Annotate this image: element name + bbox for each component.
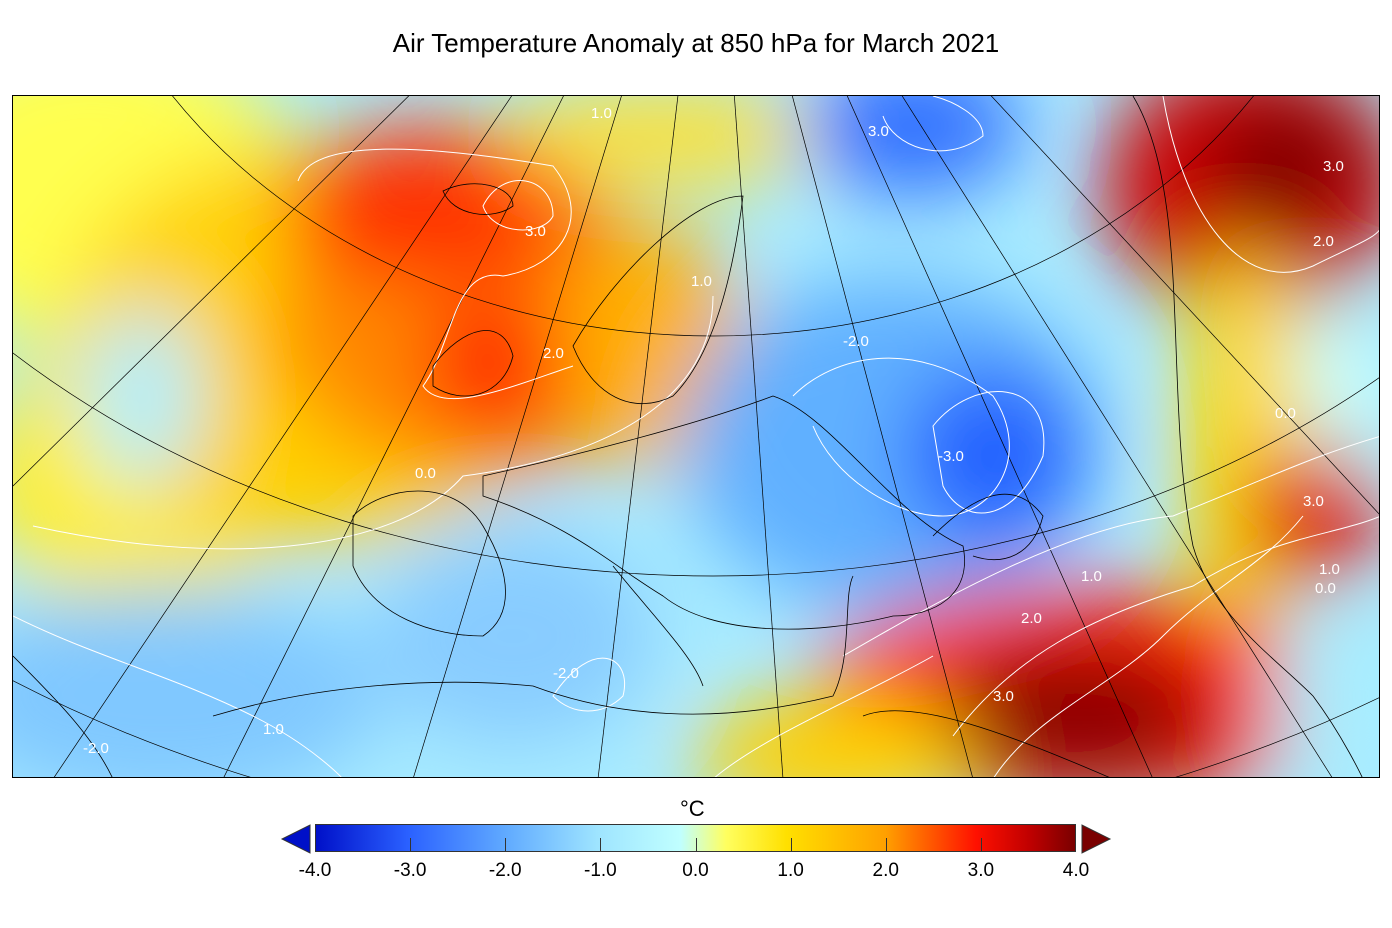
colorbar-tick-label: 2.0 — [872, 860, 899, 881]
colorbar-tick-label: 0.0 — [682, 860, 709, 881]
chart-title: Air Temperature Anomaly at 850 hPa for M… — [392, 28, 1000, 58]
graticule — [13, 96, 1379, 777]
contour-label: 3.0 — [868, 123, 889, 140]
contour-label: 3.0 — [1303, 493, 1324, 510]
colorbar-tick-label: 4.0 — [1062, 860, 1090, 881]
colorbar-tick-label: -4.0 — [298, 860, 332, 881]
contour-label: 0.0 — [1315, 580, 1336, 597]
contour-label: 0.0 — [415, 465, 436, 482]
anomaly-map: 1.0 3.0 3.0 3.0 1.0 2.0 2.0 -2.0 0.0 0.0… — [12, 95, 1380, 778]
contour-label: -2.0 — [83, 740, 109, 757]
contour-label: 2.0 — [1021, 610, 1042, 627]
temperature-field — [13, 96, 1379, 777]
contour-labels: 1.0 3.0 3.0 3.0 1.0 2.0 2.0 -2.0 0.0 0.0… — [83, 105, 1344, 757]
colorbar-tick — [600, 838, 602, 852]
colorbar-high-arrow — [1081, 824, 1112, 854]
coastlines — [13, 96, 1363, 777]
contour-label: 3.0 — [1323, 158, 1344, 175]
contour-label: -2.0 — [843, 333, 869, 350]
contour-label: -3.0 — [938, 448, 964, 465]
colorbar-tick — [885, 838, 887, 852]
contour-label: 2.0 — [543, 345, 564, 362]
colorbar-tick-label: -3.0 — [393, 860, 427, 881]
contour-label: 3.0 — [525, 223, 546, 240]
contour-label: 3.0 — [993, 688, 1014, 705]
contour-label: 1.0 — [263, 721, 284, 738]
colorbar-tick — [790, 838, 792, 852]
colorbar-tick — [505, 838, 507, 852]
contour-label: 1.0 — [1081, 568, 1102, 585]
contour-label: 1.0 — [1319, 561, 1340, 578]
contours — [13, 96, 1379, 777]
colorbar-tick-label: 1.0 — [777, 860, 804, 881]
colorbar-tick-label: 3.0 — [967, 860, 995, 881]
colorbar-tick — [980, 838, 982, 852]
contour-label: 2.0 — [1313, 233, 1334, 250]
colorbar-tick-label: -1.0 — [584, 860, 617, 881]
colorbar-tick — [695, 838, 697, 852]
colorbar-tick-label: -2.0 — [488, 860, 522, 881]
colorbar-low-arrow — [280, 824, 311, 854]
contour-label: 0.0 — [1275, 405, 1296, 422]
contour-label: 1.0 — [591, 105, 612, 122]
contour-label: 1.0 — [691, 273, 712, 290]
colorbar-unit: °C — [680, 796, 705, 821]
colorbar-tick — [410, 838, 412, 852]
contour-label: -2.0 — [553, 665, 579, 682]
